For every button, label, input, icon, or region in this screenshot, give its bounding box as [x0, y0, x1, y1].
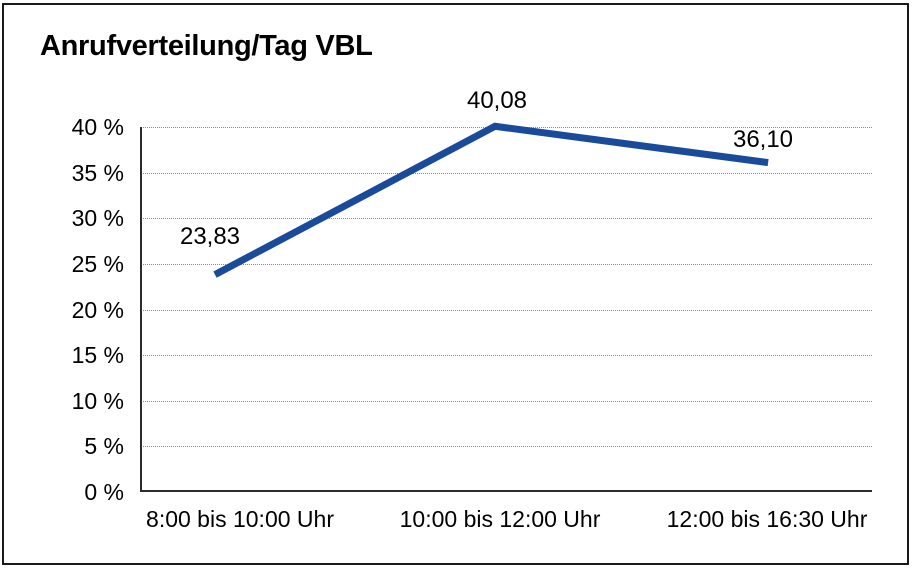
y-tick-label: 10 %: [71, 388, 124, 414]
data-point-label: 40,08: [466, 87, 528, 114]
gridline: [140, 264, 872, 265]
x-axis-label: 10:00 bis 12:00 Uhr: [399, 506, 601, 532]
data-point-label: 36,10: [732, 126, 794, 153]
gridline: [140, 173, 872, 174]
x-axis-label: 12:00 bis 16:30 Uhr: [666, 506, 868, 532]
y-tick-label: 40 %: [71, 114, 124, 140]
gridline: [140, 355, 872, 356]
plot-area: [140, 127, 872, 492]
x-axis-label: 8:00 bis 10:00 Uhr: [146, 506, 334, 532]
y-tick-label: 5 %: [84, 433, 124, 459]
gridline: [140, 218, 872, 219]
y-tick-label: 20 %: [71, 297, 124, 323]
y-tick-label: 15 %: [71, 342, 124, 368]
data-point-label: 23,83: [179, 223, 241, 250]
y-tick-label: 0 %: [84, 479, 124, 505]
gridline: [140, 310, 872, 311]
gridline: [140, 446, 872, 447]
y-tick-label: 25 %: [71, 251, 124, 277]
gridline: [140, 401, 872, 402]
y-tick-label: 35 %: [71, 160, 124, 186]
series-line: [213, 122, 769, 278]
y-tick-label: 30 %: [71, 205, 124, 231]
chart-title: Anrufverteilung/Tag VBL: [40, 30, 373, 62]
